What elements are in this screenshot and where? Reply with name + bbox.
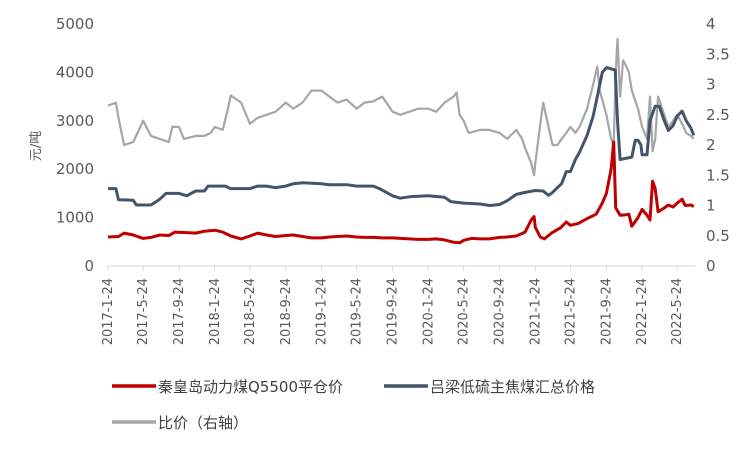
- series-line-1: [107, 140, 695, 245]
- x-tick-label: 2021-1-24: [528, 278, 543, 345]
- y-right-tick-label: 1.5: [706, 166, 730, 184]
- legend-label-3: 比价（右轴）: [158, 414, 248, 432]
- y-right-tick-label: 3.5: [706, 45, 730, 63]
- x-tick-label: 2019-9-24: [386, 278, 401, 345]
- y-left-tick-label: 4000: [56, 63, 94, 81]
- series-line-3: [107, 38, 695, 177]
- x-tick-label: 2020-1-24: [421, 278, 436, 345]
- y-right-tick-label: 4: [706, 15, 716, 33]
- y-right-tick-label: 2: [706, 136, 716, 154]
- series-line-2: [108, 66, 696, 207]
- y-left-tick-label: 5000: [56, 15, 94, 33]
- x-tick-label: 2020-9-24: [493, 278, 508, 345]
- y-axis-label: 元/吨: [29, 131, 44, 161]
- y-right-tick-label: 0: [706, 257, 716, 275]
- x-tick-label: 2017-1-24: [101, 278, 116, 345]
- x-tick-label: 2018-5-24: [243, 278, 258, 345]
- x-tick-label: 2019-5-24: [350, 278, 365, 345]
- x-tick-label: 2022-1-24: [635, 278, 650, 345]
- plot-area: [107, 38, 696, 245]
- y-left-tick-label: 1000: [56, 209, 94, 227]
- x-tick-label: 2018-1-24: [208, 278, 223, 345]
- y-right-tick-label: 2.5: [706, 106, 730, 124]
- legend-label-2: 吕梁低硫主焦煤汇总价格: [430, 378, 595, 396]
- x-tick-label: 2018-9-24: [279, 278, 294, 345]
- left-y-axis: 0 1000 2000 3000 4000 5000: [56, 15, 94, 275]
- y-right-tick-label: 3: [706, 76, 716, 94]
- y-left-tick-label: 0: [84, 257, 94, 275]
- y-left-tick-label: 2000: [56, 160, 94, 178]
- x-tick-label: 2020-5-24: [457, 278, 472, 345]
- x-tick-label: 2021-9-24: [599, 278, 614, 345]
- y-right-tick-label: 1: [706, 197, 716, 215]
- x-tick-label: 2022-5-24: [670, 278, 685, 345]
- legend-label-1: 秦皇岛动力煤Q5500平仓价: [158, 378, 343, 396]
- x-tick-label: 2019-1-24: [315, 278, 330, 345]
- x-tick-label: 2021-5-24: [563, 278, 578, 345]
- y-right-tick-label: 0.5: [706, 227, 730, 245]
- y-left-tick-label: 3000: [56, 112, 94, 130]
- x-axis: 2017-1-24 2017-5-24 2017-9-24 2018-1-24 2018…: [101, 266, 685, 345]
- x-tick-label: 2017-5-24: [136, 278, 151, 345]
- x-tick-label: 2017-9-24: [172, 278, 187, 345]
- right-y-axis: 0 0.5 1 1.5 2 2.5 3 3.5 4: [706, 15, 730, 275]
